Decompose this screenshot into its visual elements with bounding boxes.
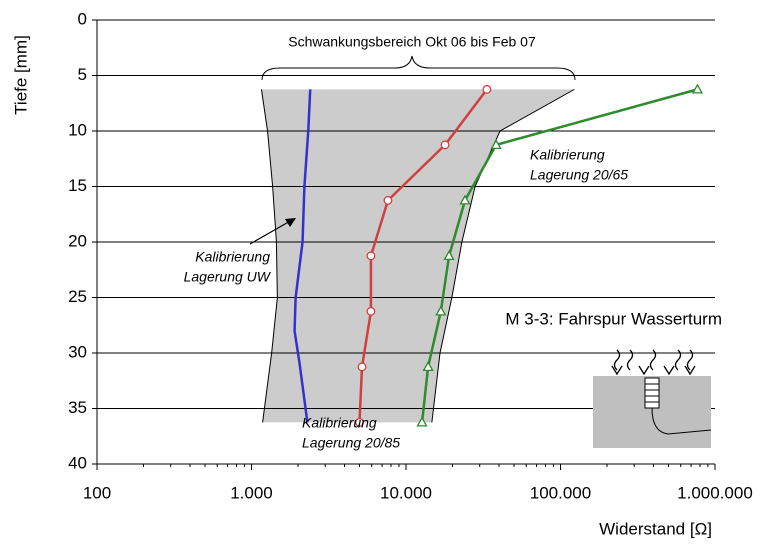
x-tick-label: 10.000 [380,483,432,502]
y-tick-label: 20 [68,231,87,250]
y-tick-label: 40 [68,453,87,472]
point [367,252,375,260]
y-axis-label: Tiefe [mm] [11,35,30,115]
sensor-icon [593,350,711,448]
annotation: Kalibrierung [195,249,270,265]
annotation: Lagerung UW [184,269,272,285]
point [483,86,491,94]
brace [262,56,575,80]
y-tick-label: 35 [68,398,87,417]
point [358,363,366,371]
x-axis-label: Widerstand [Ω] [599,519,712,538]
annotation: M 3-3: Fahrspur Wasserturm [505,309,722,328]
y-tick-label: 0 [78,9,87,28]
x-tick-label: 1.000.000 [677,483,753,502]
point [441,141,449,149]
y-tick-label: 25 [68,287,87,306]
annotation: Lagerung 20/65 [530,167,628,183]
y-tick-label: 15 [68,176,87,195]
point [367,308,375,316]
x-tick-label: 100 [83,483,111,502]
point [384,197,392,205]
y-tick-label: 10 [68,120,87,139]
annotation: Kalibrierung [302,415,377,431]
annotation: Kalibrierung [530,147,605,163]
chart: 0 5 10 15 20 25 30 35 40 100 1.000 10.000 100.000 1.0… [0,0,779,547]
y-tick-label: 5 [78,65,87,84]
y-tick-label: 30 [68,342,87,361]
point [693,85,702,93]
annotation: Lagerung 20/85 [302,435,400,451]
x-tick-label: 100.000 [530,483,591,502]
annotation: Schwankungsbereich Okt 06 bis Feb 07 [288,34,536,50]
x-tick-label: 1.000 [230,483,273,502]
